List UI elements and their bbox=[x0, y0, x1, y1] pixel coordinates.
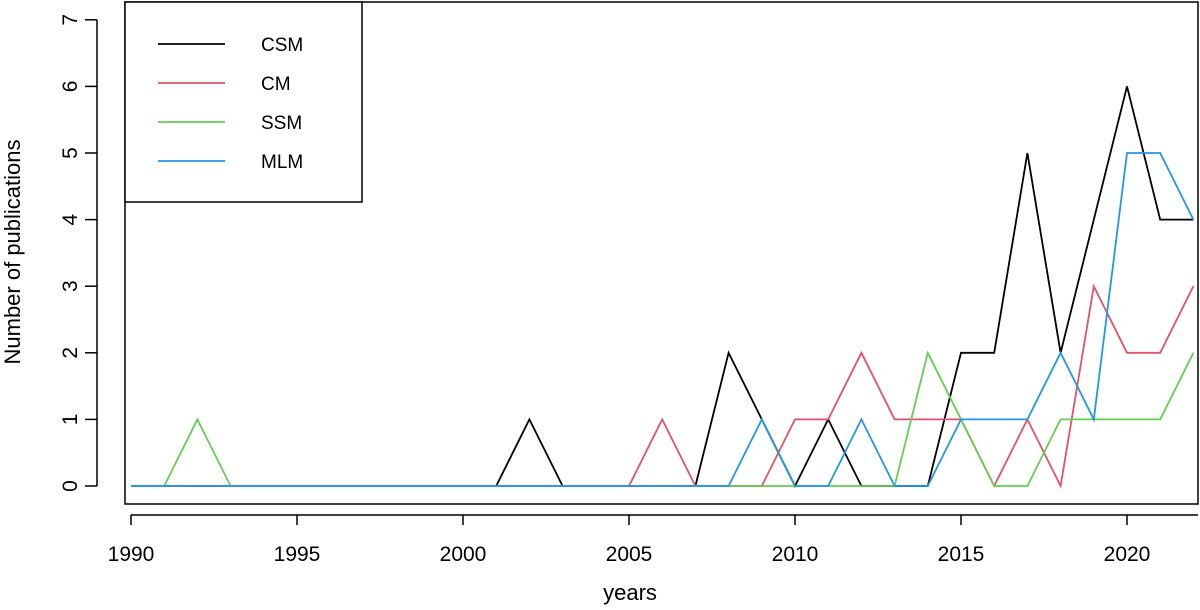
y-tick-label: 4 bbox=[59, 213, 82, 225]
legend-label-csm: CSM bbox=[261, 35, 303, 56]
series-line-mlm bbox=[131, 152, 1195, 487]
y-tick-label: 6 bbox=[59, 81, 82, 93]
y-tick-label: 5 bbox=[59, 147, 82, 159]
legend-label-ssm: SSM bbox=[261, 113, 302, 134]
y-tick-label: 7 bbox=[59, 14, 82, 26]
y-tick-label: 1 bbox=[59, 414, 82, 426]
legend-box bbox=[124, 1, 363, 203]
x-tick-label: 2015 bbox=[938, 543, 985, 566]
plot-frame bbox=[124, 1, 1199, 505]
series-line-cm bbox=[131, 283, 1195, 489]
legend-label-cm: CM bbox=[261, 74, 291, 95]
x-tick-label: 1990 bbox=[108, 543, 155, 566]
axes-layer: 0 1 2 3 4 5 6 7 1990 1995 2000 2005 2010 2015 2020 bbox=[59, 14, 1198, 566]
x-tick-label: 1995 bbox=[274, 543, 321, 566]
legend: CSM CM SSM MLM bbox=[124, 1, 363, 203]
x-tick-label: 2000 bbox=[440, 543, 487, 566]
legend-label-mlm: MLM bbox=[261, 152, 303, 173]
y-tick-label: 0 bbox=[59, 480, 82, 492]
y-tick-label: 2 bbox=[59, 347, 82, 359]
x-tick-label: 2020 bbox=[1104, 543, 1151, 566]
y-tick-label: 3 bbox=[59, 280, 82, 292]
x-tick-label: 2005 bbox=[606, 543, 653, 566]
y-axis-title: Number of publications bbox=[0, 139, 25, 364]
x-axis-title: years bbox=[603, 580, 657, 605]
series-layer bbox=[131, 86, 1195, 489]
x-tick-label: 2010 bbox=[772, 543, 819, 566]
